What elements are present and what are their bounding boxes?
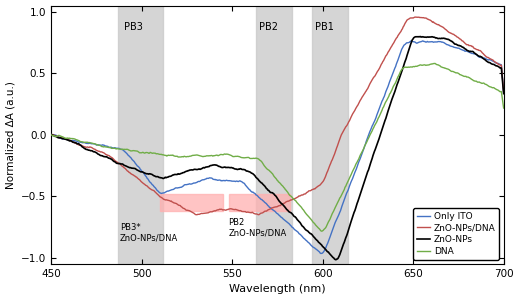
Text: PB1: PB1 xyxy=(316,22,334,32)
DNA xyxy=(432,61,438,65)
ZnO-NPs xyxy=(333,258,339,262)
Legend: Only ITO, ZnO-NPs/DNA, ZnO-NPs, DNA: Only ITO, ZnO-NPs/DNA, ZnO-NPs, DNA xyxy=(413,208,499,260)
ZnO-NPs xyxy=(500,92,507,95)
Line: DNA: DNA xyxy=(51,63,503,231)
Line: Only ITO: Only ITO xyxy=(51,41,503,254)
ZnO-NPs xyxy=(417,35,424,38)
Line: ZnO-NPs/DNA: ZnO-NPs/DNA xyxy=(51,17,503,215)
ZnO-NPs/DNA xyxy=(389,43,395,46)
ZnO-NPs xyxy=(389,96,395,99)
Text: PB3: PB3 xyxy=(124,22,143,32)
Only ITO xyxy=(315,249,321,252)
DNA xyxy=(389,86,395,90)
Bar xyxy=(228,194,290,211)
ZnO-NPs/DNA xyxy=(165,198,171,202)
DNA xyxy=(165,154,171,157)
ZnO-NPs/DNA xyxy=(412,15,418,19)
Only ITO xyxy=(165,189,171,193)
ZnO-NPs/DNA xyxy=(500,90,507,93)
ZnO-NPs/DNA xyxy=(128,172,134,176)
X-axis label: Wavelength (nm): Wavelength (nm) xyxy=(229,284,326,294)
Only ITO xyxy=(500,90,507,94)
ZnO-NPs xyxy=(128,166,134,170)
ZnO-NPs/DNA xyxy=(316,184,322,188)
Text: PB2
ZnO-NPs/DNA: PB2 ZnO-NPs/DNA xyxy=(228,218,287,238)
DNA xyxy=(315,226,321,230)
Text: PB3*
ZnO-NPs/DNA: PB3* ZnO-NPs/DNA xyxy=(120,224,178,243)
Bar xyxy=(256,6,292,264)
ZnO-NPs xyxy=(351,211,357,214)
DNA xyxy=(500,106,507,110)
Bar xyxy=(160,194,223,211)
Only ITO xyxy=(253,193,259,196)
Y-axis label: Normalized ΔA (a.u.): Normalized ΔA (a.u.) xyxy=(6,81,16,189)
DNA xyxy=(351,167,357,170)
ZnO-NPs/DNA xyxy=(48,133,54,136)
DNA xyxy=(48,133,54,137)
Only ITO xyxy=(389,72,395,76)
Only ITO xyxy=(48,133,54,136)
Line: ZnO-NPs: ZnO-NPs xyxy=(51,37,503,260)
ZnO-NPs xyxy=(48,133,54,137)
Only ITO xyxy=(318,252,324,255)
Text: PB2: PB2 xyxy=(260,22,278,32)
Only ITO xyxy=(128,156,134,160)
ZnO-NPs xyxy=(253,176,259,179)
ZnO-NPs/DNA xyxy=(351,110,357,113)
ZnO-NPs/DNA xyxy=(254,212,260,216)
DNA xyxy=(319,230,325,233)
ZnO-NPs xyxy=(315,239,321,243)
DNA xyxy=(253,156,259,160)
Only ITO xyxy=(351,172,357,176)
ZnO-NPs xyxy=(165,175,171,179)
Bar xyxy=(312,6,348,264)
ZnO-NPs/DNA xyxy=(194,213,200,217)
DNA xyxy=(128,149,134,153)
Only ITO xyxy=(408,39,415,43)
Bar xyxy=(118,6,163,264)
